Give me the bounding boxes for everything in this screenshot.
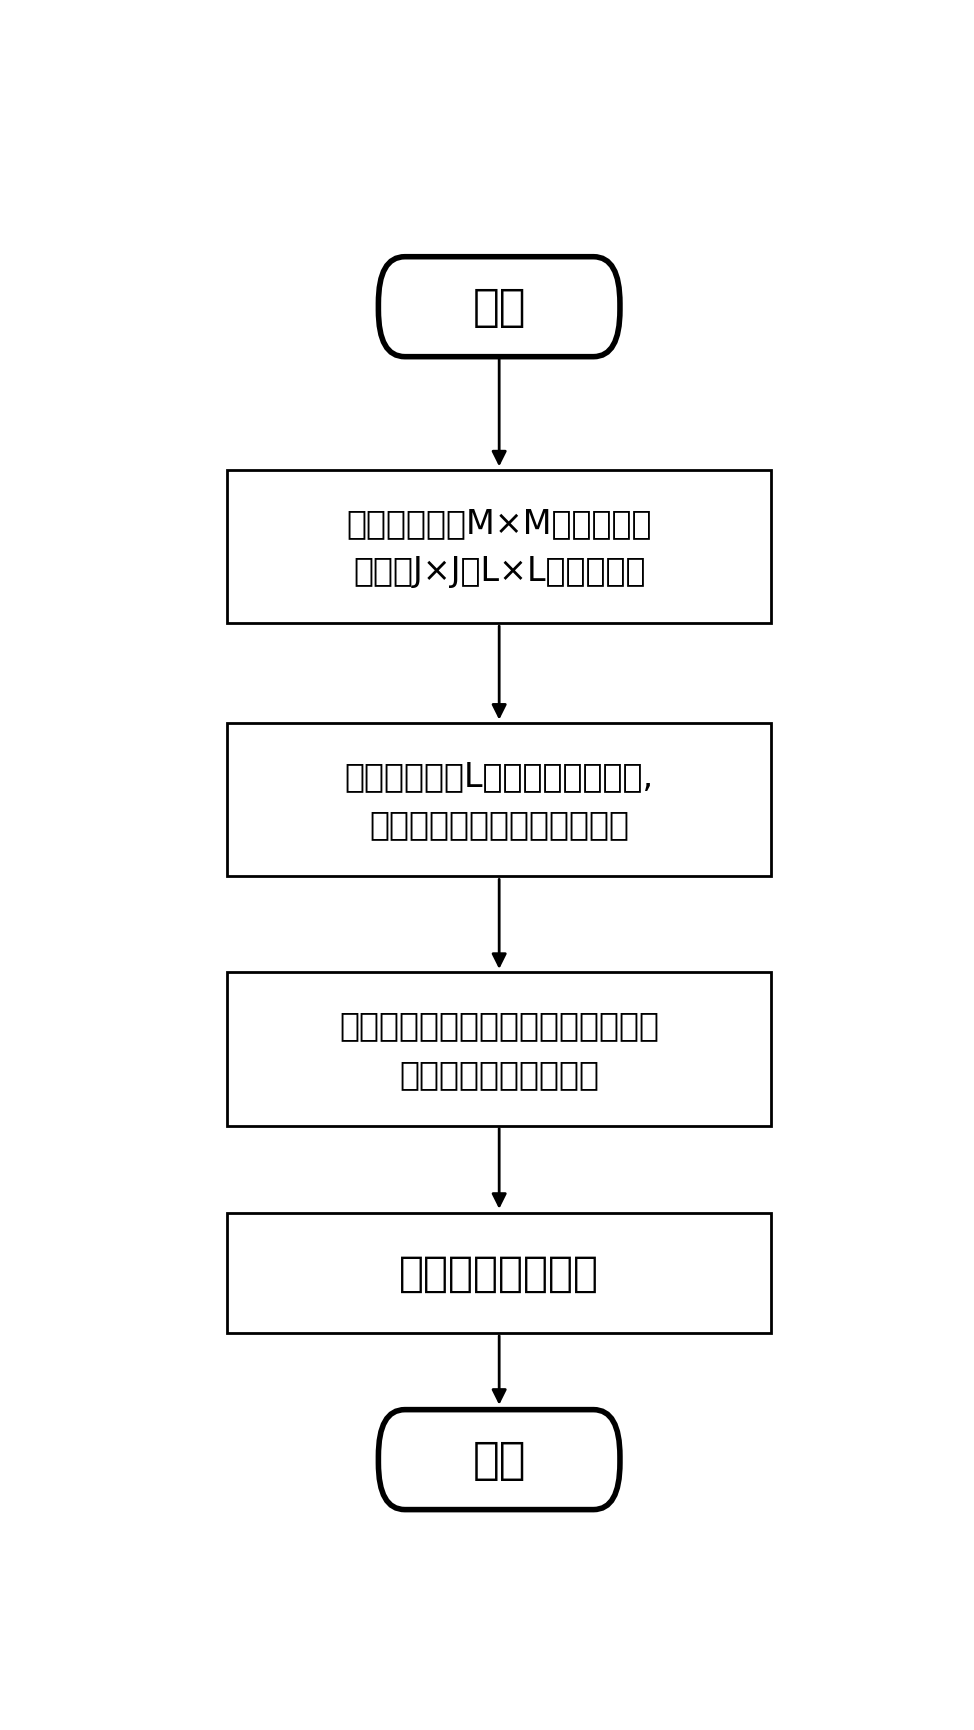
- Text: 将采集的每幅M×M大小的图像
分割为J×J个L×L大小的子图: 将采集的每幅M×M大小的图像 分割为J×J个L×L大小的子图: [347, 507, 652, 588]
- Bar: [228, 723, 771, 877]
- Text: 对子图集进行L阶离散傅里叶变换,
获得样品表面每点的轴向响应: 对子图集进行L阶离散傅里叶变换, 获得样品表面每点的轴向响应: [345, 759, 654, 841]
- Text: 开始: 开始: [472, 285, 526, 329]
- Text: 结束: 结束: [472, 1438, 526, 1481]
- FancyBboxPatch shape: [378, 1410, 620, 1510]
- FancyBboxPatch shape: [378, 258, 620, 358]
- Bar: [228, 972, 771, 1126]
- Bar: [228, 471, 771, 625]
- Text: 以高斯函数为模型拟合轴向响应得到
样表面每点的峰值位置: 以高斯函数为模型拟合轴向响应得到 样表面每点的峰值位置: [339, 1009, 659, 1090]
- Bar: [228, 1213, 771, 1334]
- Text: 获得样品表面面形: 获得样品表面面形: [399, 1253, 599, 1294]
